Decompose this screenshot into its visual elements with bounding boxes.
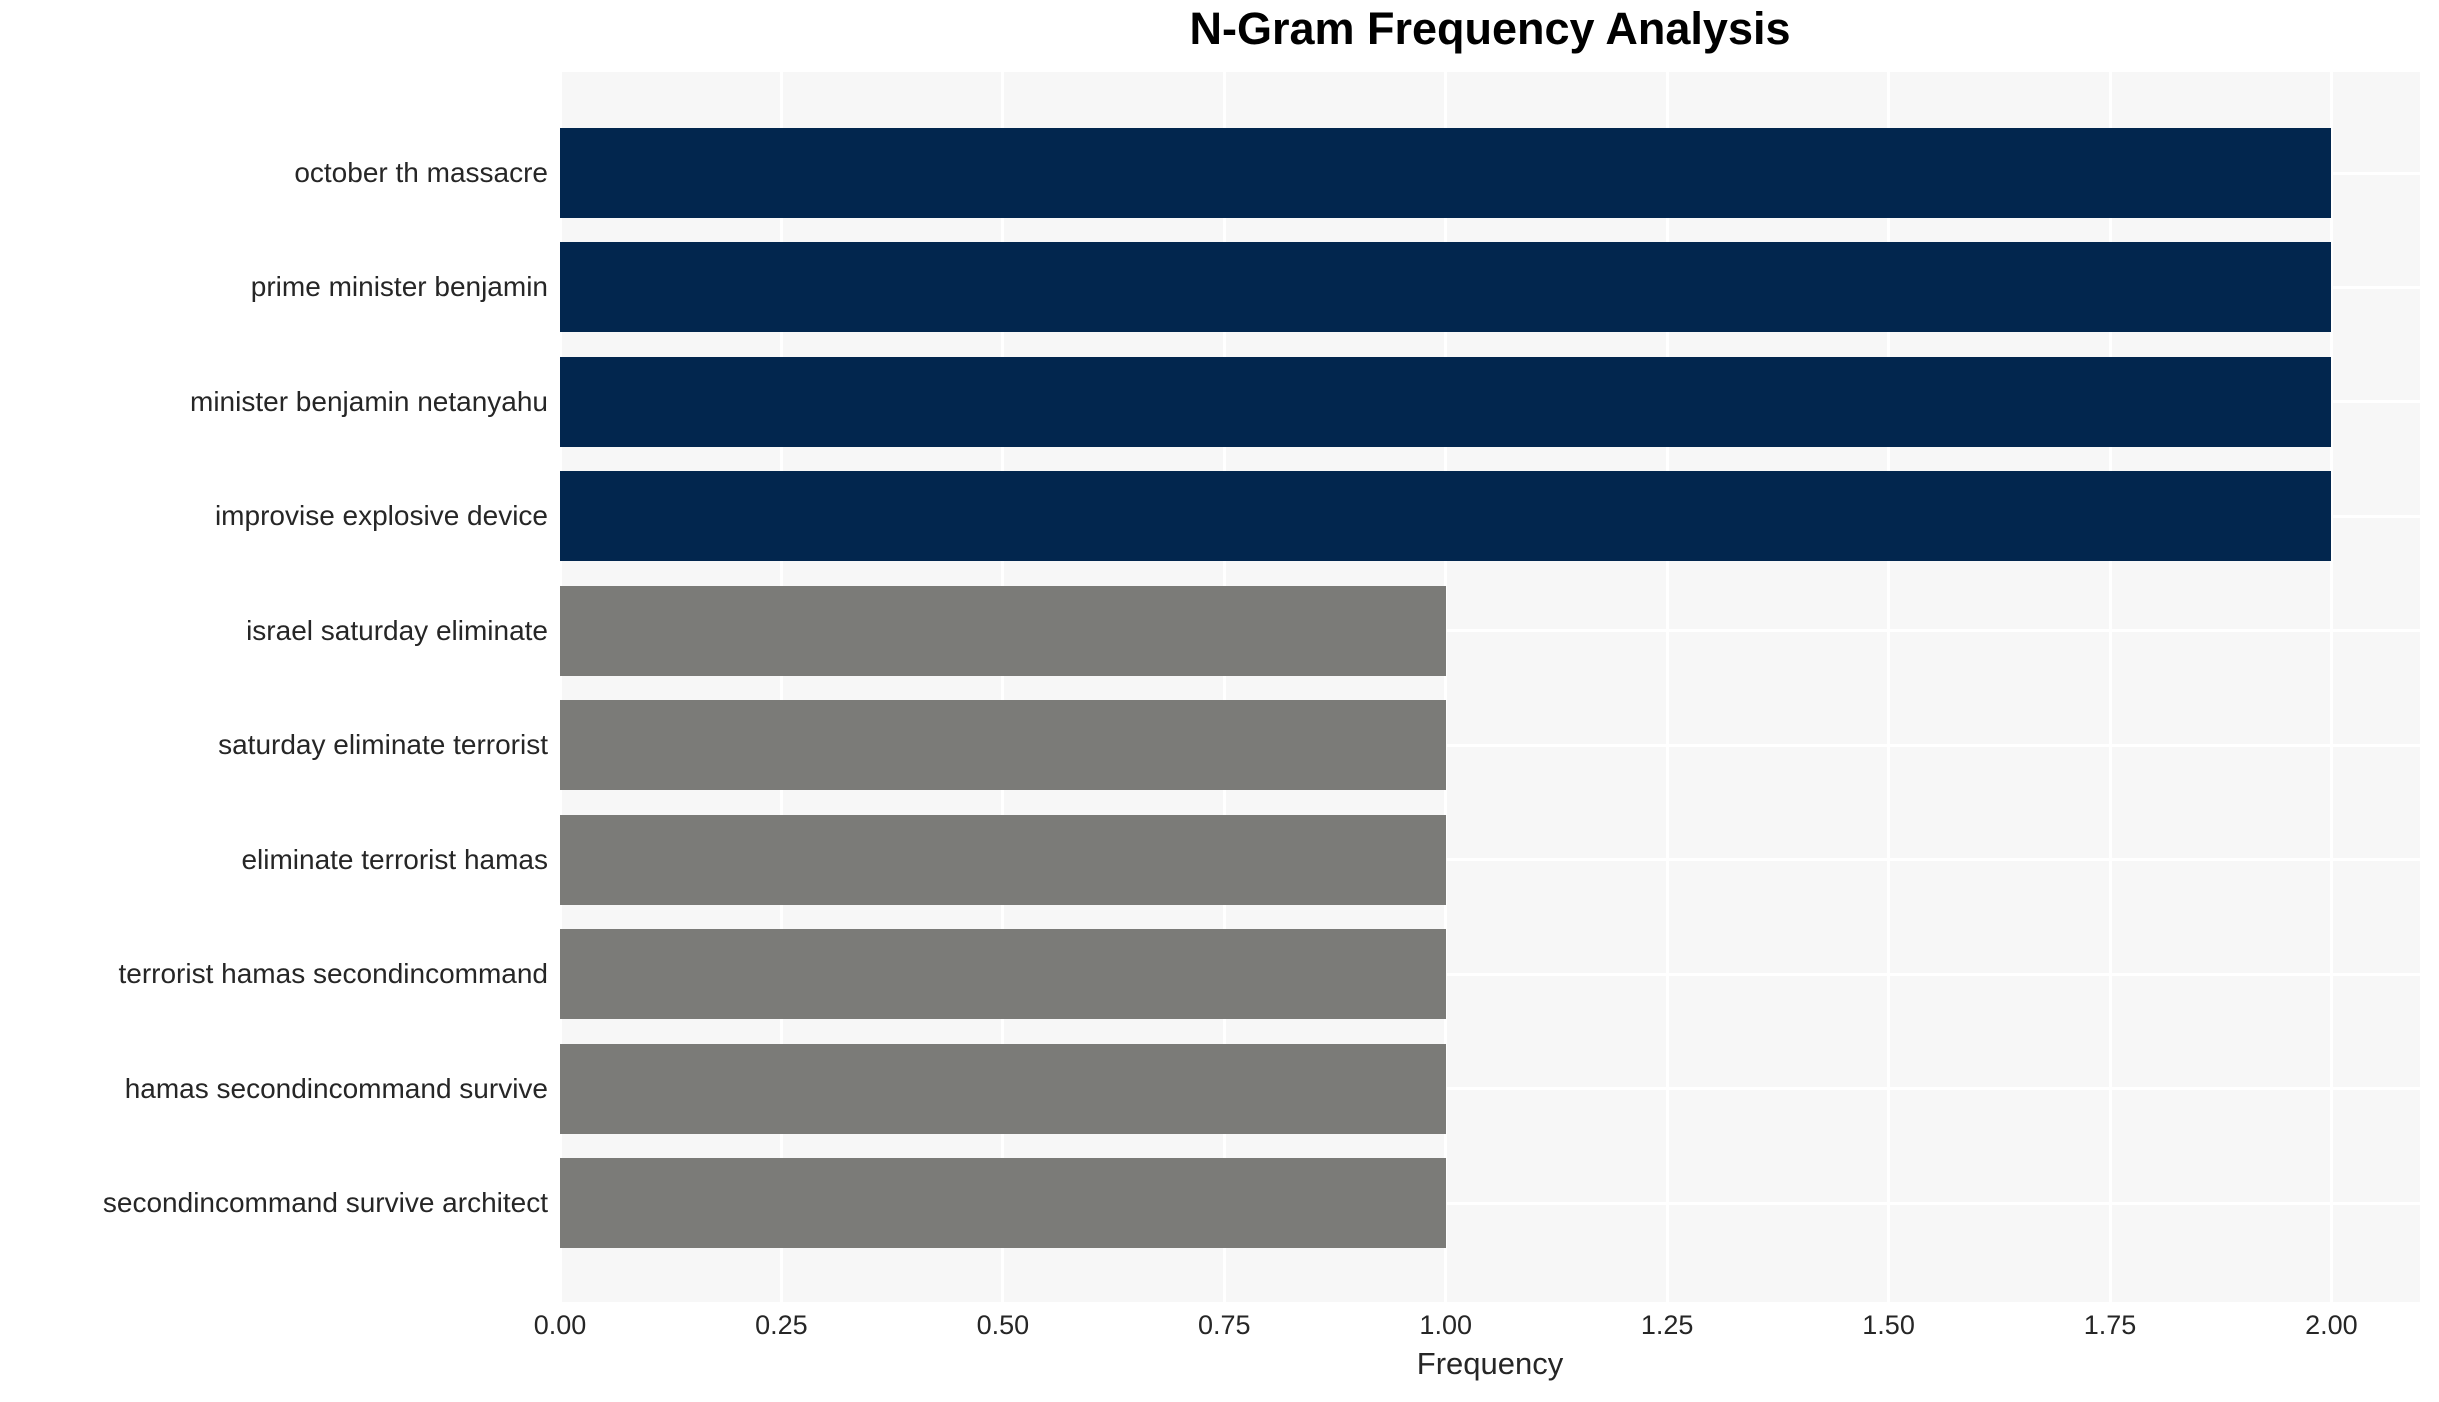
x-tick-label: 2.00 [2305,1310,2358,1340]
x-tick-label: 1.75 [2083,1310,2137,1340]
x-tick-label: 0.00 [533,1310,587,1340]
gridline-vertical [2329,72,2333,1302]
bar [560,242,2332,333]
bar [560,700,1446,791]
gridline-vertical [779,72,783,1302]
bar [560,471,2332,562]
gridline-vertical [2108,72,2112,1302]
gridline-horizontal [560,1087,2420,1091]
bar [560,585,1446,676]
gridline-vertical [1665,72,1669,1302]
y-axis-label: eliminate terrorist hamas [241,843,548,875]
bar [560,128,2332,218]
y-axis-label: saturday eliminate terrorist [218,729,548,761]
gridline-horizontal [560,629,2420,633]
x-tick-label: 0.50 [976,1310,1030,1340]
bar [560,1158,1446,1248]
x-tick-label: 0.75 [1198,1310,1251,1340]
gridline-vertical [1001,72,1005,1302]
gridline-horizontal [560,1201,2420,1205]
y-axis-label: hamas secondincommand survive [124,1072,548,1104]
y-axis-label: prime minister benjamin [250,271,548,303]
y-axis-label: improvise explosive device [214,500,548,532]
bar [560,929,1446,1020]
x-tick-label: 1.00 [1419,1310,1472,1340]
gridline-horizontal [560,858,2420,862]
y-axis-label: israel saturday eliminate [246,614,548,646]
x-tick-label: 0.25 [755,1310,808,1340]
chart-title: N-Gram Frequency Analysis [1189,3,1791,54]
y-axis-label: october th massacre [294,157,548,188]
plot-area [558,72,2420,1302]
gridline-horizontal [560,743,2420,747]
gridline-vertical [1222,72,1226,1302]
y-axis-label: secondincommand survive architect [102,1187,548,1218]
bar [560,814,1446,905]
x-tick-label: 1.50 [1862,1310,1915,1340]
y-axis-label: minister benjamin netanyahu [190,385,548,417]
gridline-vertical [1444,72,1448,1302]
x-axis-title: Frequency [1416,1346,1564,1381]
bar [560,1043,1446,1134]
bar [560,356,2332,447]
gridline-vertical [558,72,562,1302]
y-axis-label: terrorist hamas secondincommand [118,958,548,990]
gridline-horizontal [560,972,2420,976]
x-tick-label: 1.25 [1640,1310,1694,1340]
gridline-vertical [1887,72,1891,1302]
